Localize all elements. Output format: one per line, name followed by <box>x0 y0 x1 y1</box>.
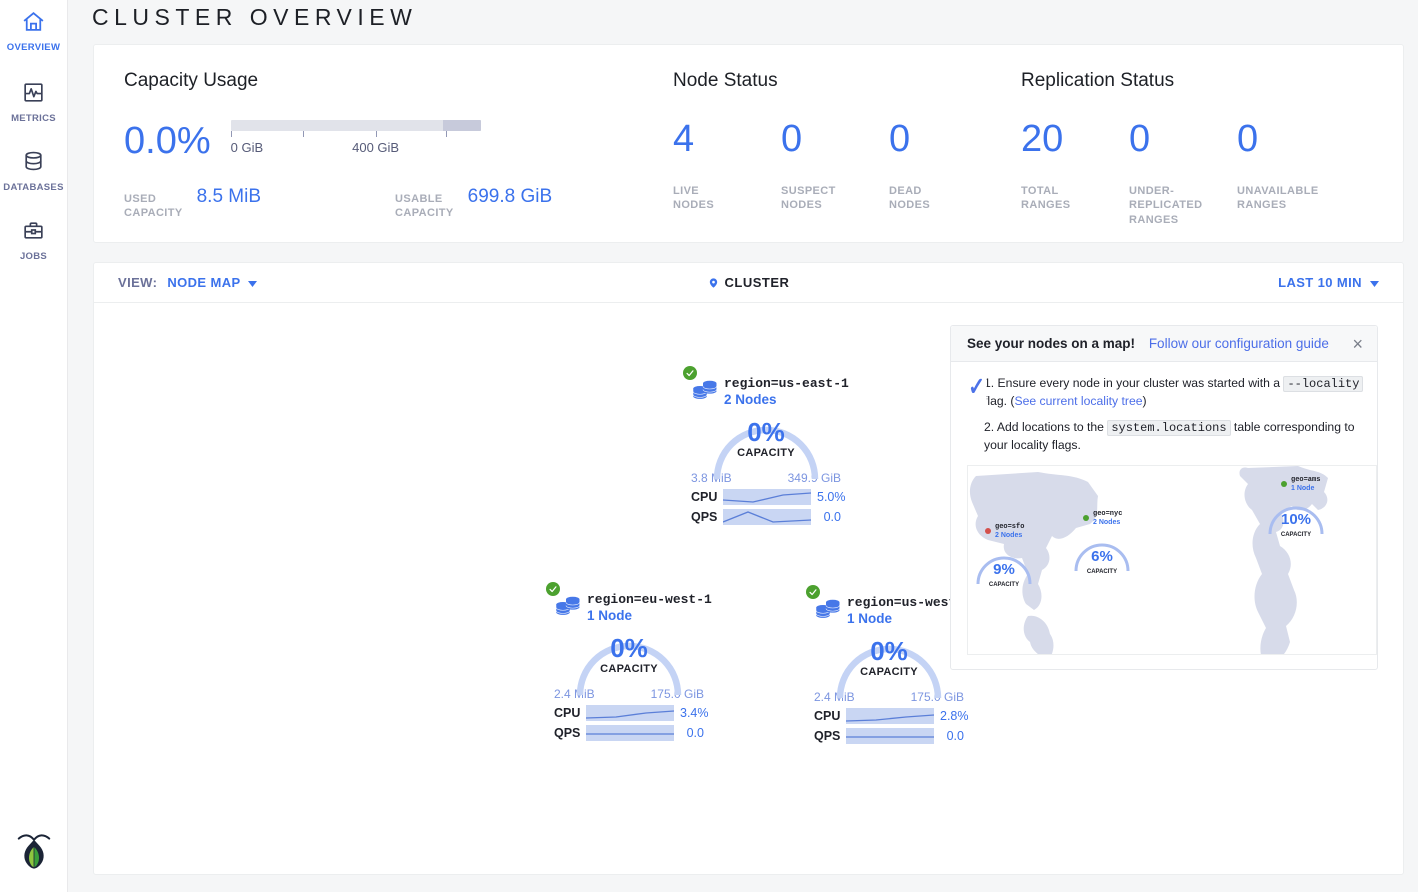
svg-text:CAPACITY: CAPACITY <box>989 582 1019 588</box>
svg-text:9%: 9% <box>993 561 1015 578</box>
svg-text:1 Node: 1 Node <box>1291 485 1314 492</box>
svg-text:2 Nodes: 2 Nodes <box>1093 519 1120 526</box>
svg-text:10%: 10% <box>1281 511 1311 528</box>
svg-text:CAPACITY: CAPACITY <box>1087 569 1117 575</box>
svg-text:CAPACITY: CAPACITY <box>1281 532 1311 538</box>
svg-text:6%: 6% <box>1091 548 1113 565</box>
svg-text:geo=ams: geo=ams <box>1291 476 1320 484</box>
svg-text:geo=sfo: geo=sfo <box>995 523 1024 531</box>
svg-text:geo=nyc: geo=nyc <box>1093 510 1122 518</box>
svg-text:2 Nodes: 2 Nodes <box>995 532 1022 539</box>
